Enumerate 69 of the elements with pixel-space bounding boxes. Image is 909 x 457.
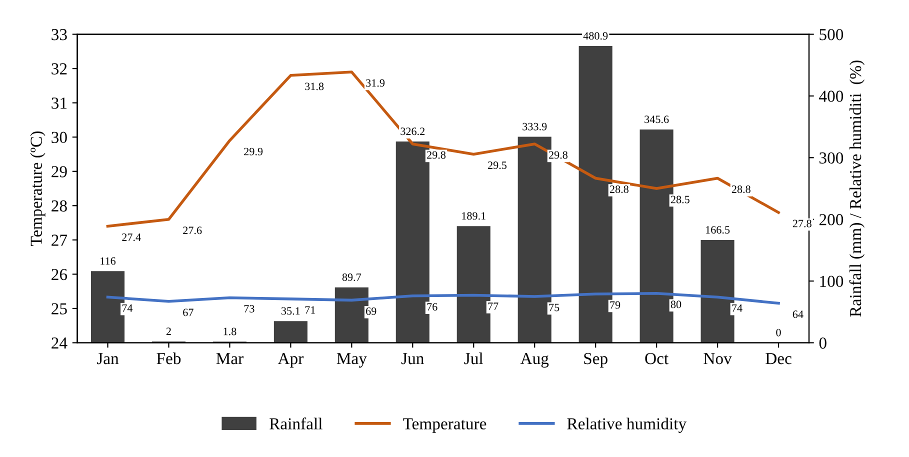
y-tick-label: 30: [52, 132, 67, 144]
y2-tick-label: 100: [820, 276, 844, 287]
data-label: 64: [792, 310, 804, 318]
legend-label: Temperature: [403, 418, 486, 433]
data-label: 28.5: [670, 196, 690, 204]
y2-tick-label: 0: [819, 337, 826, 349]
x-tick-label: Oct: [645, 353, 668, 364]
data-label: 76: [427, 303, 438, 311]
y2-axis-title: Rainfall (mm) / Relative humiditi (%): [849, 60, 865, 317]
data-label: 80: [670, 300, 682, 308]
x-tick-label: Apr: [278, 353, 304, 368]
data-label: 75: [549, 304, 560, 312]
data-label: 35.1: [282, 307, 300, 315]
data-label: 69: [366, 307, 376, 315]
data-label: 27.8: [792, 220, 812, 228]
data-label: 2: [166, 328, 171, 335]
data-label: 0: [776, 328, 781, 336]
y2-tick-label: 500: [820, 28, 844, 40]
x-tick-label: Feb: [156, 352, 181, 364]
y-tick-label: 28: [52, 200, 67, 212]
y-tick-label: 27: [52, 234, 68, 246]
data-label: 29.8: [548, 151, 568, 159]
y-tick-label: 33: [52, 29, 67, 40]
data-label: 345.6: [644, 116, 669, 124]
x-tick-label: Mar: [216, 353, 244, 364]
data-label: 31.8: [305, 82, 324, 90]
data-label: 116: [100, 257, 116, 265]
x-tick-label: Jan: [96, 353, 119, 364]
y2-tick-label: 200: [819, 214, 844, 226]
y2-tick-label: 400: [819, 90, 844, 102]
x-tick-label: Dec: [766, 353, 792, 364]
data-label: 29.9: [244, 148, 263, 156]
data-label: 79: [610, 301, 620, 309]
legend-label: Rainfall: [270, 418, 322, 430]
x-tick-label: Nov: [704, 353, 732, 364]
x-tick-label: Aug: [520, 352, 549, 368]
data-label: 89.7: [342, 273, 362, 282]
x-tick-label: Jun: [401, 353, 424, 364]
data-label: 166.5: [706, 226, 730, 234]
data-label: 71: [305, 306, 316, 314]
data-label: 74: [732, 304, 742, 312]
data-label: 29.8: [427, 151, 446, 159]
x-tick-label: Jul: [464, 352, 484, 364]
data-label: 77: [488, 302, 498, 310]
data-label: 326.2: [400, 128, 425, 136]
data-label: 333.9: [522, 122, 547, 130]
y-tick-label: 24: [52, 337, 68, 349]
data-label: 27.4: [122, 234, 141, 242]
data-label: 480.9: [583, 32, 608, 40]
data-label: 29.5: [488, 162, 507, 170]
y-tick-label: 25: [52, 303, 67, 314]
y2-tick-label: 300: [820, 152, 844, 164]
y-tick-label: 29: [52, 166, 67, 178]
data-label: 1.8: [224, 328, 236, 336]
data-label: 31.9: [366, 79, 385, 87]
data-label: 74: [122, 304, 133, 312]
data-label: 67: [183, 308, 194, 316]
data-label: 189.1: [462, 212, 486, 220]
x-tick-label: May: [336, 353, 367, 368]
y-tick-label: 31: [52, 98, 67, 109]
y-tick-label: 32: [52, 63, 67, 74]
y-axis-title: Temperature (ºC): [30, 131, 46, 246]
x-tick-label: Sep: [584, 353, 608, 368]
data-label: 28.8: [610, 185, 628, 194]
y-tick-label: 26: [52, 268, 68, 280]
data-label: 27.6: [183, 226, 202, 234]
data-label: 73: [244, 305, 254, 312]
legend-label: Relative humidity: [567, 418, 687, 433]
data-label: 28.8: [732, 185, 750, 194]
